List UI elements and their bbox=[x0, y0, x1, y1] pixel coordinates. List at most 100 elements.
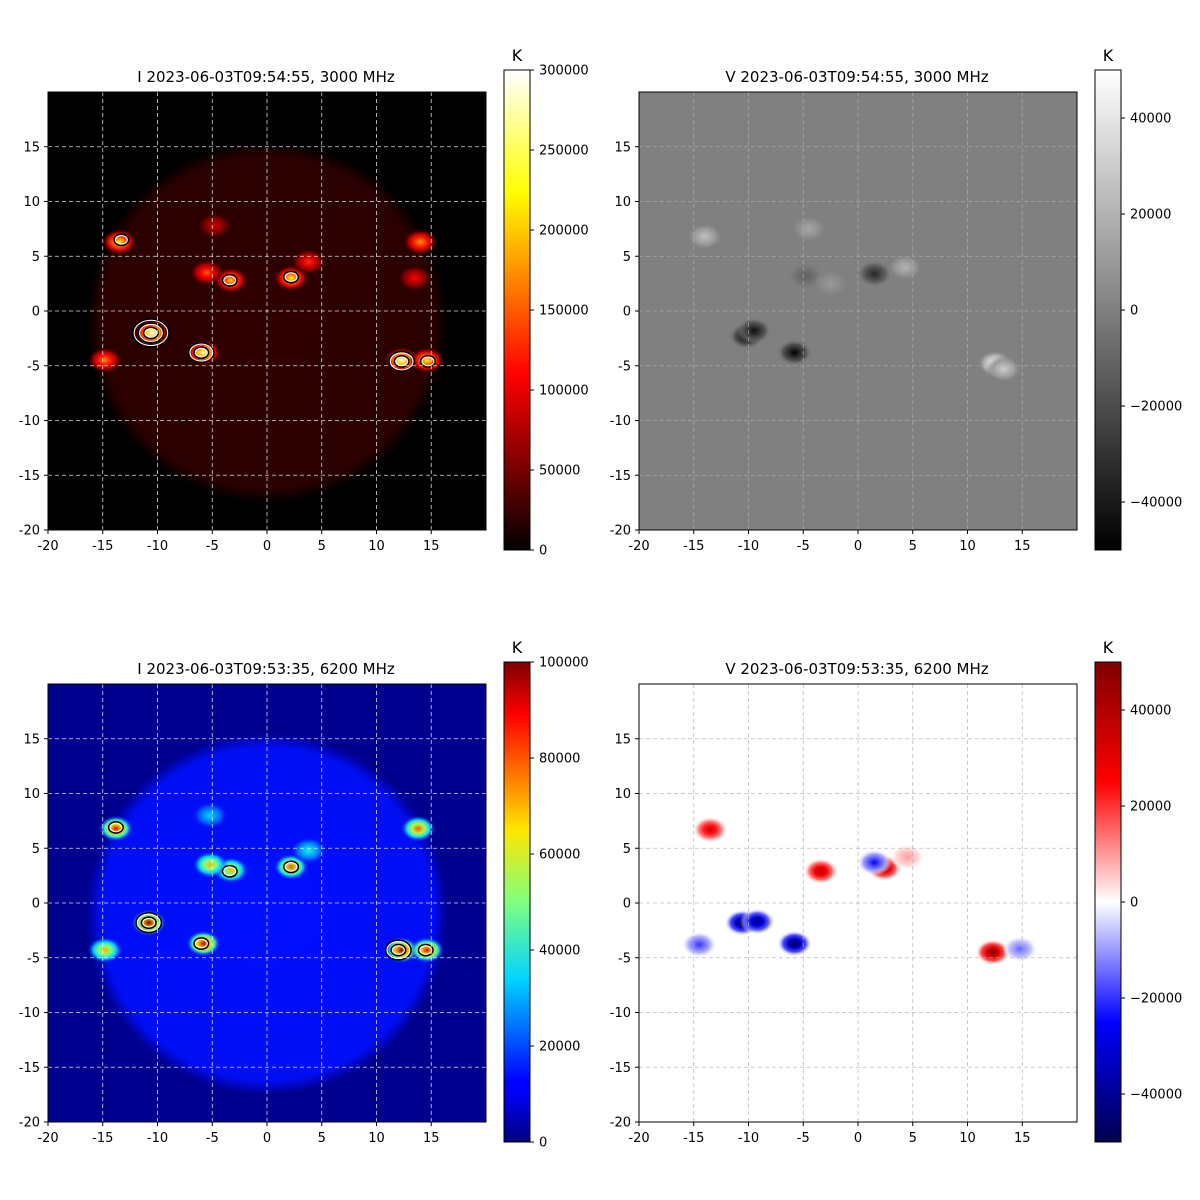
panel-v-6200: V 2023-06-03T09:53:35, 6200 MHz -20 -15 -1… bbox=[610, 638, 1182, 1146]
x-tick-label: 15 bbox=[423, 539, 440, 554]
contour-3-inner-1 bbox=[389, 352, 414, 371]
colorbar-tick-label: 40000 bbox=[539, 944, 580, 959]
colorbar bbox=[503, 69, 531, 551]
source-10 bbox=[87, 936, 123, 964]
y-tick-label: -5 bbox=[618, 951, 631, 966]
colorbar-tick-label: 300000 bbox=[539, 64, 589, 79]
x-tick-label: 15 bbox=[1014, 1131, 1031, 1146]
x-tick-label: -10 bbox=[147, 1131, 168, 1146]
y-tick-label: -20 bbox=[610, 524, 631, 539]
contour-3-level-2 bbox=[390, 943, 407, 957]
colorbar-tick-label: 250000 bbox=[539, 144, 589, 159]
y-tick-label: -5 bbox=[27, 359, 40, 374]
contour-3-inner-1 bbox=[386, 941, 411, 960]
contour-2-inner-1 bbox=[194, 938, 208, 949]
x-tick-label: 0 bbox=[854, 1131, 862, 1146]
colorbar-label: K bbox=[1103, 638, 1114, 657]
contour-1-inner-2 bbox=[142, 917, 156, 928]
y-tick-label: 15 bbox=[614, 140, 631, 155]
colorbar-axis: 0 50000 100000 150000 200000 250000 300000 bbox=[530, 64, 589, 559]
x-axis: -20 -15 -10 -5 0 5 10 15 bbox=[37, 530, 440, 554]
source-13 bbox=[397, 265, 433, 292]
source-5 bbox=[986, 355, 1022, 383]
y-tick-label: 10 bbox=[23, 195, 40, 210]
y-tick-label: -20 bbox=[610, 1116, 631, 1131]
contour-5-level-1 bbox=[283, 860, 300, 874]
colorbar bbox=[1094, 661, 1122, 1143]
y-tick-label: 10 bbox=[614, 195, 631, 210]
x-tick-label: -20 bbox=[628, 1131, 649, 1146]
y-tick-label: 5 bbox=[32, 842, 40, 857]
y-tick-label: -20 bbox=[19, 524, 40, 539]
y-tick-label: 5 bbox=[623, 250, 631, 265]
x-tick-label: -10 bbox=[738, 1131, 759, 1146]
y-tick-label: 10 bbox=[23, 787, 40, 802]
grid-layer bbox=[48, 92, 486, 530]
colorbar-tick-label: 20000 bbox=[539, 1040, 580, 1055]
source-9 bbox=[1002, 935, 1038, 963]
y-tick-label: -5 bbox=[618, 359, 631, 374]
x-tick-label: -20 bbox=[37, 1131, 58, 1146]
colorbar-tick-label: 100000 bbox=[539, 384, 589, 399]
source-7 bbox=[101, 228, 137, 256]
contour-7-level-1 bbox=[113, 233, 130, 247]
x-tick-label: 5 bbox=[318, 539, 326, 554]
x-tick-label: -10 bbox=[738, 539, 759, 554]
source-9 bbox=[791, 215, 827, 243]
y-tick-label: 0 bbox=[32, 305, 40, 320]
source-9 bbox=[87, 347, 123, 374]
x-tick-label: 10 bbox=[959, 539, 976, 554]
colorbar-tick-label: −40000 bbox=[1130, 1088, 1182, 1103]
grid-layer bbox=[48, 684, 486, 1122]
contour-7-inner-1 bbox=[114, 234, 128, 245]
y-axis: -20 -15 -10 -5 0 5 10 15 bbox=[610, 140, 639, 539]
x-tick-label: -5 bbox=[797, 1131, 810, 1146]
colorbar-tick-label: 50000 bbox=[539, 464, 580, 479]
panel-title: V 2023-06-03T09:54:55, 3000 MHz bbox=[725, 68, 988, 86]
solar-disk bbox=[86, 141, 448, 503]
grid-layer bbox=[639, 684, 1077, 1122]
source-9 bbox=[400, 815, 436, 842]
colorbar bbox=[503, 661, 531, 1143]
colorbar-tick-label: −20000 bbox=[1130, 992, 1182, 1007]
y-tick-label: 15 bbox=[614, 732, 631, 747]
source-4 bbox=[409, 347, 445, 374]
source-10 bbox=[681, 931, 717, 958]
colorbar-tick-label: 0 bbox=[1130, 896, 1138, 911]
y-tick-label: 0 bbox=[623, 305, 631, 320]
solar-disk bbox=[86, 733, 448, 1095]
x-tick-label: 15 bbox=[1014, 539, 1031, 554]
contour-layer bbox=[107, 821, 434, 961]
panel-i-3000: I 2023-06-03T09:54:55, 3000 MHz -20 -15 -1… bbox=[19, 46, 589, 559]
y-tick-label: -20 bbox=[19, 1116, 40, 1131]
contour-7-inner-1 bbox=[109, 822, 123, 833]
x-axis: -20 -15 -10 -5 0 5 10 15 bbox=[628, 1122, 1031, 1146]
source-3 bbox=[384, 936, 420, 964]
colorbar-tick-label: 200000 bbox=[539, 224, 589, 239]
source-8 bbox=[856, 849, 892, 876]
y-tick-label: -5 bbox=[27, 951, 40, 966]
contour-1-inner-1 bbox=[133, 319, 169, 347]
x-tick-label: 5 bbox=[909, 1131, 917, 1146]
contour-7-level-1 bbox=[107, 821, 124, 834]
x-tick-label: 0 bbox=[263, 539, 271, 554]
colorbar-tick-label: 20000 bbox=[1130, 208, 1171, 223]
y-tick-label: 10 bbox=[614, 787, 631, 802]
colorbar-tick-label: 0 bbox=[539, 544, 547, 559]
source-12 bbox=[192, 802, 228, 829]
y-tick-label: 15 bbox=[23, 732, 40, 747]
panel-title: I 2023-06-03T09:53:35, 6200 MHz bbox=[137, 660, 395, 678]
y-tick-label: 0 bbox=[623, 897, 631, 912]
source-3 bbox=[776, 339, 813, 366]
colorbar-tick-label: 60000 bbox=[539, 848, 580, 863]
colorbar-tick-label: 100000 bbox=[539, 656, 589, 671]
x-tick-label: 0 bbox=[263, 1131, 271, 1146]
x-tick-label: 5 bbox=[318, 1131, 326, 1146]
source-12 bbox=[196, 212, 232, 239]
contour-2-inner-2 bbox=[194, 347, 208, 358]
x-tick-label: 0 bbox=[854, 539, 862, 554]
contour-3-inner-2 bbox=[391, 945, 405, 955]
source-11 bbox=[813, 270, 849, 297]
colorbar-axis: −40000 −20000 0 20000 40000 bbox=[1121, 704, 1182, 1103]
